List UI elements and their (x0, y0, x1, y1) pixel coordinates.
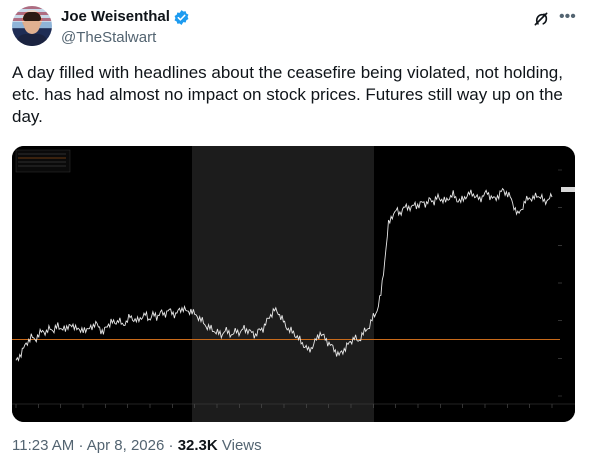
post-text: A day filled with headlines about the ce… (12, 63, 563, 126)
views-label: Views (221, 437, 262, 454)
session-shade-1 (12, 146, 192, 422)
views-count: 32.3K (177, 437, 218, 454)
meta-separator: · (78, 437, 84, 454)
post-date[interactable]: Apr 8, 2026 (86, 437, 165, 454)
legend-box (15, 149, 71, 173)
right-axis-tag (561, 187, 575, 192)
price-chart (12, 146, 575, 422)
chart-image[interactable] (12, 146, 575, 422)
grok-icon[interactable] (532, 10, 550, 28)
avatar-hair (23, 12, 41, 21)
author-avatar[interactable] (12, 6, 52, 46)
session-shade-2 (192, 146, 374, 422)
post-time[interactable]: 11:23 AM (12, 437, 75, 454)
chart-grid (15, 169, 562, 408)
verified-badge-icon (174, 10, 189, 25)
post-meta: 11:23 AM · Apr 8, 2026 · 32.3K Views (12, 437, 262, 454)
price-series-line (15, 187, 553, 362)
avatar-suit (16, 34, 48, 46)
session-shade-3 (374, 146, 575, 422)
more-options-icon[interactable]: ••• (559, 8, 576, 25)
meta-separator-2: · (168, 437, 174, 454)
author-display-name[interactable]: Joe Weisenthal (61, 8, 170, 25)
author-handle[interactable]: @TheStalwart (61, 29, 157, 46)
